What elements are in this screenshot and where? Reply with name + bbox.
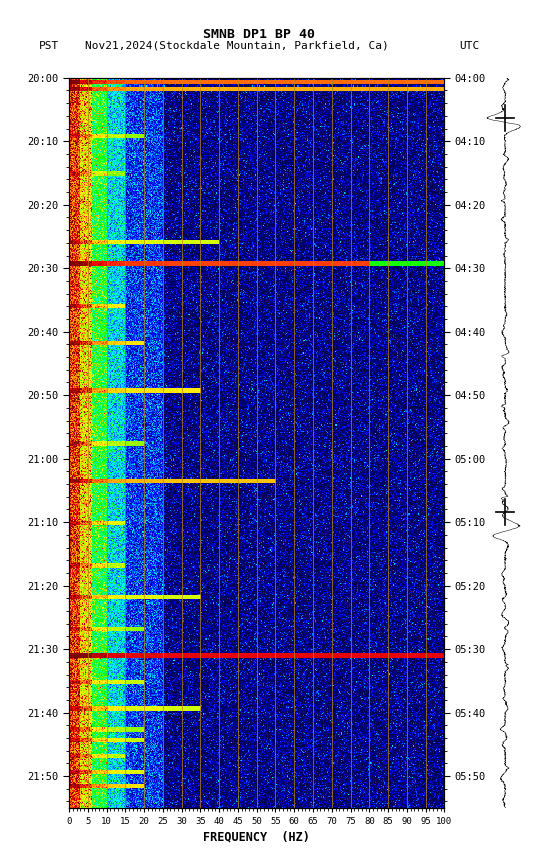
X-axis label: FREQUENCY  (HZ): FREQUENCY (HZ) [203, 830, 310, 843]
Text: Nov21,2024(Stockdale Mountain, Parkfield, Ca): Nov21,2024(Stockdale Mountain, Parkfield… [86, 41, 389, 51]
Text: PST: PST [39, 41, 59, 51]
Text: SMNB DP1 BP 40: SMNB DP1 BP 40 [204, 28, 315, 41]
Text: UTC: UTC [459, 41, 479, 51]
